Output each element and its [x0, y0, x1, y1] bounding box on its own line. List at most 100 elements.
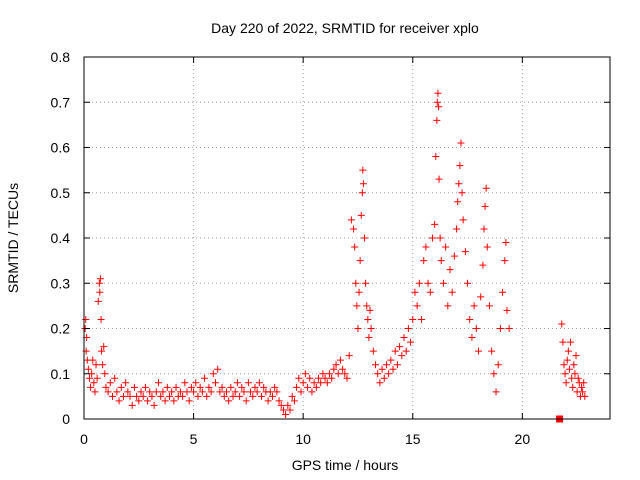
data-point — [96, 288, 104, 296]
data-point — [284, 401, 292, 409]
data-point — [101, 370, 109, 378]
data-point — [455, 180, 463, 188]
data-point — [450, 252, 458, 260]
data-point — [157, 392, 165, 400]
data-point — [264, 397, 272, 405]
data-point — [496, 325, 504, 332]
data-point — [126, 392, 134, 400]
data-point — [271, 383, 279, 391]
data-point — [273, 388, 281, 396]
data-point — [341, 370, 349, 378]
data-point — [485, 302, 493, 310]
data-point — [581, 392, 589, 400]
data-point — [119, 392, 127, 400]
data-point — [93, 374, 101, 382]
data-point — [369, 347, 377, 355]
data-point — [268, 392, 276, 400]
data-point — [431, 220, 439, 228]
data-point — [374, 370, 382, 378]
data-point — [363, 302, 371, 310]
data-point — [560, 361, 568, 369]
data-point — [358, 189, 366, 197]
data-point — [371, 361, 379, 369]
data-point — [299, 379, 307, 387]
data-point — [466, 315, 474, 323]
data-point — [570, 361, 578, 369]
data-point — [453, 225, 461, 233]
data-point — [176, 388, 184, 396]
data-point — [433, 116, 441, 124]
data-point — [418, 315, 426, 323]
data-point — [564, 347, 572, 355]
data-point — [290, 397, 298, 405]
data-point — [458, 189, 466, 197]
data-point — [108, 392, 116, 400]
data-point — [359, 180, 367, 188]
data-point — [181, 379, 189, 387]
data-point — [411, 288, 419, 296]
data-point — [501, 257, 509, 265]
data-point — [139, 392, 147, 400]
data-point — [150, 401, 158, 409]
data-point — [357, 211, 365, 219]
data-point — [354, 325, 362, 332]
data-point — [319, 370, 327, 378]
data-point — [580, 379, 588, 387]
data-point — [502, 239, 510, 247]
data-point — [454, 198, 462, 206]
data-point — [96, 275, 104, 283]
data-point — [218, 383, 226, 391]
data-point — [227, 383, 235, 391]
data-point — [209, 370, 217, 378]
data-point — [242, 397, 250, 405]
data-point — [238, 383, 246, 391]
data-point — [483, 243, 491, 251]
data-point — [396, 343, 404, 351]
data-point — [428, 234, 436, 242]
data-point — [385, 370, 393, 378]
data-point — [251, 383, 259, 391]
data-point — [244, 379, 252, 387]
axis-ticks: 0 0.1 0.2 0.3 0.4 0.5 0.6 0.7 0.8 0 5 10 15 20 — [51, 49, 610, 447]
data-point — [434, 89, 442, 97]
data-point — [214, 365, 222, 373]
data-point — [201, 374, 209, 382]
data-point — [205, 383, 213, 391]
data-point — [578, 383, 586, 391]
data-point — [293, 383, 301, 391]
data-point — [480, 225, 488, 233]
data-point — [343, 374, 351, 382]
x-tick-label: 20 — [515, 431, 531, 447]
data-point — [490, 370, 498, 378]
y-tick-label: 0.3 — [51, 275, 71, 291]
data-point — [279, 406, 287, 414]
data-point — [347, 216, 355, 224]
data-point — [574, 374, 582, 382]
data-point — [472, 325, 480, 332]
data-point — [92, 361, 100, 369]
data-point — [565, 365, 573, 373]
data-point — [461, 248, 469, 256]
data-point — [488, 347, 496, 355]
data-point — [361, 234, 369, 242]
data-point — [398, 352, 406, 360]
x-axis-label: GPS time / hours — [292, 457, 399, 473]
data-point — [404, 325, 412, 332]
data-point — [505, 325, 513, 332]
data-point — [365, 334, 373, 342]
data-point — [99, 361, 107, 369]
data-point — [400, 334, 408, 342]
data-point — [183, 388, 191, 396]
data-point — [90, 379, 98, 387]
data-point — [459, 216, 467, 224]
data-point — [98, 347, 106, 355]
data-point — [89, 356, 97, 364]
data-point — [159, 388, 167, 396]
data-point — [128, 401, 136, 409]
data-point — [295, 374, 303, 382]
data-point — [420, 257, 428, 265]
data-point — [568, 374, 576, 382]
data-point — [328, 374, 336, 382]
data-point — [165, 392, 173, 400]
data-points — [81, 89, 589, 423]
